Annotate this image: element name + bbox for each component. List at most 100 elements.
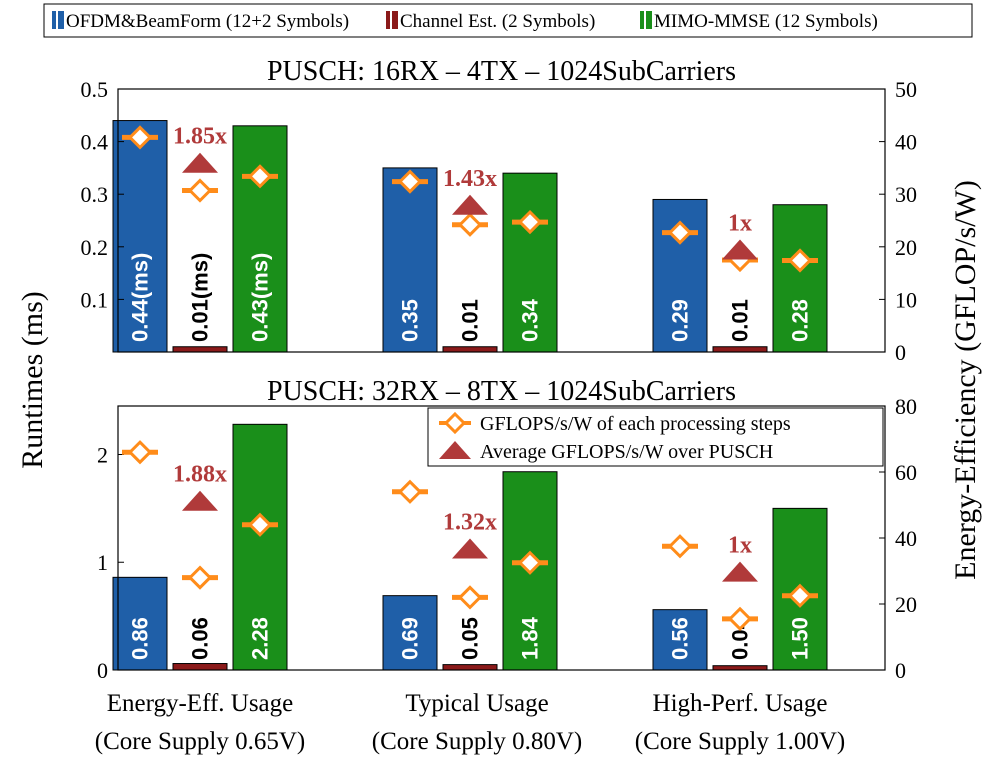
y-axis-label: Runtimes (ms) [16, 291, 49, 469]
y2-tick-label: 40 [895, 130, 917, 155]
average-triangle [452, 194, 488, 215]
category-supply: (Core Supply 0.80V) [372, 728, 582, 755]
efficiency-diamond [512, 550, 548, 575]
efficiency-diamond [782, 248, 818, 273]
bar-value-label: 0.35 [398, 299, 423, 342]
chart-title: PUSCH: 32RX – 8TX – 1024SubCarriers [267, 376, 736, 407]
efficiency-diamond [722, 606, 758, 631]
y2-tick-label: 0 [895, 340, 906, 365]
bar [172, 346, 228, 353]
legend-item: OFDM&BeamForm (12+2 Symbols) [52, 11, 349, 32]
efficiency-diamond [782, 583, 818, 608]
efficiency-diamond [662, 534, 698, 559]
y-tick-label: 0.5 [81, 77, 109, 102]
speedup-label: 1x [728, 533, 752, 559]
y-tick-label: 1 [97, 550, 108, 575]
y-tick-label: 2 [97, 442, 108, 467]
bar-value-label: 0.69 [398, 617, 423, 660]
bar [172, 663, 228, 671]
bar-value-label: 0.34 [518, 298, 543, 342]
average-triangle [722, 239, 758, 260]
chart-panel: PUSCH: 16RX – 4TX – 1024SubCarriers 0.44(… [81, 56, 918, 365]
legend-swatch [640, 11, 644, 29]
bar [502, 172, 558, 353]
speedup-label: 1.88x [173, 462, 227, 488]
bar-value-label: 0.01 [458, 299, 483, 342]
diamond-icon [397, 479, 423, 504]
diamond-icon [397, 169, 423, 194]
category-label: Energy-Eff. Usage (Core Supply 0.65V) [95, 690, 305, 755]
bar-value-label: 0.01(ms) [188, 253, 213, 342]
category-supply: (Core Supply 1.00V) [635, 728, 845, 755]
efficiency-diamond [392, 479, 428, 504]
efficiency-diamond [452, 212, 488, 237]
efficiency-diamond [452, 585, 488, 610]
marker-legend: GFLOPS/s/W of each processing steps Avera… [427, 407, 884, 467]
diamond-icon [667, 534, 693, 559]
y-tick-label: 0 [97, 658, 108, 683]
triangle-icon [439, 441, 471, 459]
diamond-icon [517, 550, 543, 575]
chart-title: PUSCH: 16RX – 4TX – 1024SubCarriers [267, 56, 736, 87]
legend-label: OFDM&BeamForm (12+2 Symbols) [66, 11, 349, 32]
bar [442, 664, 498, 671]
speedup-label: 1.85x [173, 124, 227, 150]
category-name: Typical Usage [405, 690, 548, 717]
diamond-icon [187, 178, 213, 203]
category-label: High-Perf. Usage (Core Supply 1.00V) [635, 690, 845, 755]
bar-value-label: 1.50 [788, 617, 813, 660]
average-triangle [182, 490, 218, 511]
y2-tick-label: 20 [895, 592, 917, 617]
legend-label: MIMO-MMSE (12 Symbols) [654, 11, 878, 32]
bar-value-label: 0.56 [668, 617, 693, 660]
marker-legend-label: GFLOPS/s/W of each processing steps [480, 413, 791, 435]
legend-swatch [392, 11, 398, 29]
legend-swatch [52, 11, 56, 29]
diamond-icon [787, 583, 813, 608]
bar-value-label: 0.05 [458, 617, 483, 660]
legend-item: MIMO-MMSE (12 Symbols) [640, 11, 878, 32]
bar [712, 665, 768, 671]
efficiency-diamond [392, 169, 428, 194]
category-supply: (Core Supply 0.65V) [95, 728, 305, 755]
legend-box [43, 3, 973, 38]
y-tick-label: 0.1 [81, 287, 109, 312]
bar [112, 576, 168, 671]
y2-axis-label: Energy-Efficiency (GFLOP/s/W) [949, 180, 982, 580]
top-legend: OFDM&BeamForm (12+2 Symbols) Channel Est.… [43, 3, 973, 38]
category-label: Typical Usage (Core Supply 0.80V) [372, 690, 582, 755]
efficiency-diamond [122, 125, 158, 150]
bar [382, 167, 438, 353]
plot-frame [117, 88, 886, 353]
y-tick-label: 0.2 [81, 235, 109, 260]
y2-tick-label: 0 [895, 658, 906, 683]
diamond-icon [517, 209, 543, 235]
speedup-label: 1.43x [443, 166, 497, 192]
diamond-icon [667, 220, 693, 245]
bar-value-label: 0.44(ms) [128, 253, 153, 342]
bar-value-label: 2.28 [248, 617, 273, 660]
bar [232, 423, 288, 671]
bar-value-label: 0.86 [128, 617, 153, 660]
bar [232, 125, 288, 353]
bar-value-label: 1.84 [518, 616, 543, 660]
category-name: Energy-Eff. Usage [107, 690, 294, 717]
bar-value-label: 0.06 [188, 617, 213, 660]
average-triangle [722, 561, 758, 582]
bar [112, 120, 168, 353]
efficiency-diamond [182, 178, 218, 203]
bar [652, 609, 708, 671]
efficiency-diamond [122, 440, 158, 465]
average-triangle [452, 538, 488, 559]
marker-legend-label: Average GFLOPS/s/W over PUSCH [480, 441, 773, 463]
efficiency-diamond [182, 565, 218, 590]
average-triangle [182, 152, 218, 173]
y-tick-label: 0.3 [81, 182, 109, 207]
legend-label: Channel Est. (2 Symbols) [400, 11, 595, 32]
efficiency-diamond [662, 220, 698, 245]
diamond-icon [787, 248, 813, 273]
diamond-icon [187, 565, 213, 590]
legend-swatch [386, 11, 390, 29]
bar-value-label: 0.01 [728, 299, 753, 342]
